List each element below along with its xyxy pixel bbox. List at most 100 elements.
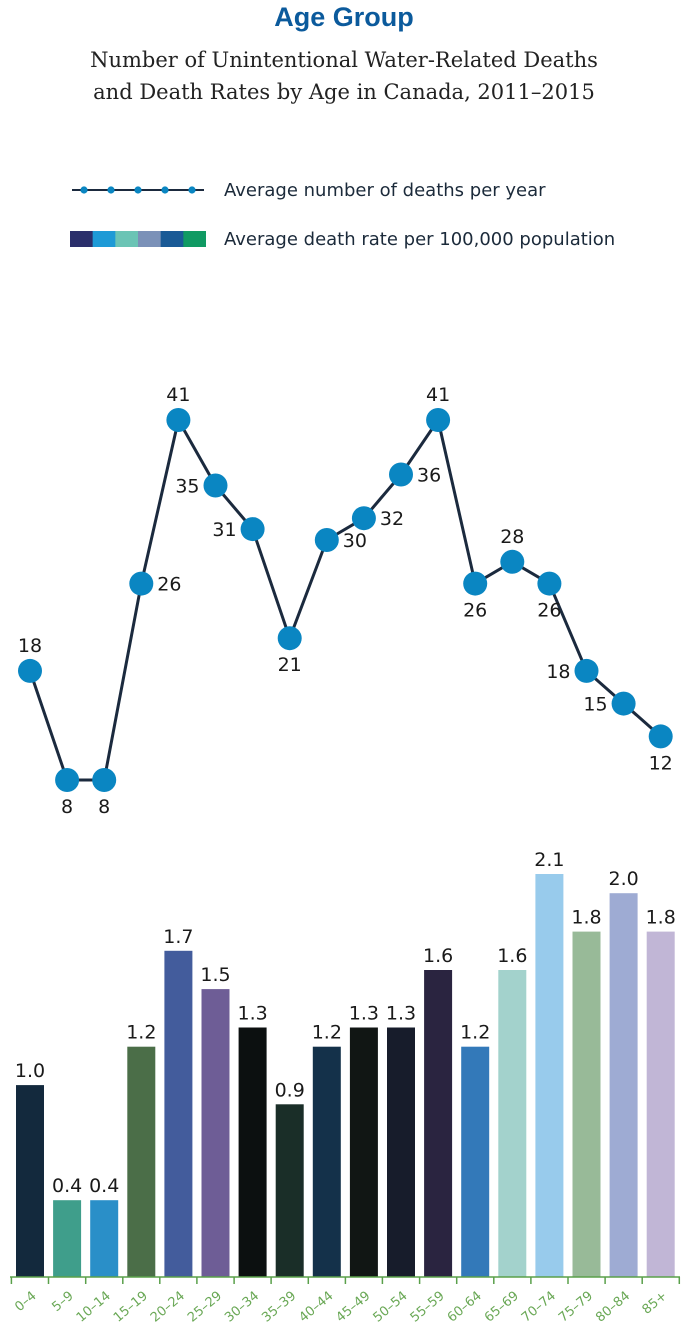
x-tick-label: 5–9 bbox=[49, 1289, 76, 1315]
rate-data-label: 1.7 bbox=[163, 926, 193, 948]
chart-title: Age Group bbox=[274, 2, 414, 32]
rate-data-label: 1.3 bbox=[386, 1003, 416, 1025]
rate-data-label: 1.2 bbox=[312, 1022, 342, 1044]
deaths-point bbox=[240, 517, 265, 542]
deaths-data-label: 30 bbox=[343, 530, 367, 552]
deaths-point bbox=[351, 506, 376, 531]
legend-label-deaths: Average number of deaths per year bbox=[224, 179, 546, 201]
rate-data-label: 0.9 bbox=[275, 1079, 305, 1101]
deaths-point bbox=[537, 571, 562, 596]
deaths-data-label: 8 bbox=[98, 796, 110, 818]
deaths-line bbox=[28, 418, 662, 782]
legend-line-swatch bbox=[72, 186, 204, 194]
legend-bar-swatch bbox=[70, 231, 206, 247]
rate-data-label: 2.1 bbox=[534, 849, 564, 871]
deaths-point bbox=[314, 528, 339, 552]
rate-bar bbox=[535, 874, 564, 1277]
x-tick-label: 60–64 bbox=[445, 1289, 485, 1326]
deaths-point bbox=[55, 768, 80, 792]
x-tick-label: 85+ bbox=[640, 1289, 671, 1318]
rate-bar bbox=[461, 1046, 490, 1277]
deaths-data-label: 8 bbox=[61, 796, 73, 818]
rate-data-label: 1.8 bbox=[646, 907, 676, 929]
x-tick-label: 15–19 bbox=[111, 1289, 151, 1326]
rate-bar bbox=[164, 950, 193, 1277]
rate-bar bbox=[127, 1046, 156, 1277]
deaths-data-label: 32 bbox=[380, 508, 404, 530]
rate-data-label: 0.4 bbox=[52, 1175, 82, 1197]
x-tick-label: 70–74 bbox=[519, 1289, 559, 1326]
deaths-data-label: 41 bbox=[426, 384, 450, 406]
deaths-data-label: 35 bbox=[175, 476, 199, 498]
deaths-point bbox=[426, 408, 451, 432]
x-tick-label: 40–44 bbox=[296, 1289, 336, 1326]
x-tick-label: 20–24 bbox=[148, 1289, 188, 1326]
deaths-data-label: 18 bbox=[18, 635, 42, 657]
rate-data-label: 0.4 bbox=[89, 1175, 119, 1197]
deaths-point bbox=[389, 462, 413, 487]
rate-data-label: 1.2 bbox=[460, 1022, 490, 1044]
legend-swatch-block bbox=[183, 231, 206, 247]
deaths-point bbox=[574, 658, 599, 683]
deaths-data-label: 26 bbox=[157, 574, 181, 596]
deaths-data-label: 36 bbox=[417, 465, 441, 487]
rate-data-label: 1.3 bbox=[237, 1003, 267, 1025]
deaths-data-label: 18 bbox=[546, 661, 570, 683]
x-tick-label: 25–29 bbox=[185, 1289, 225, 1326]
deaths-data-label: 21 bbox=[278, 654, 302, 676]
rate-bar bbox=[201, 989, 230, 1277]
x-tick-label: 45–49 bbox=[333, 1289, 373, 1326]
legend-swatch-block bbox=[138, 231, 161, 247]
deaths-point bbox=[463, 571, 488, 596]
x-tick-label: 10–14 bbox=[74, 1289, 114, 1326]
deaths-point bbox=[500, 549, 525, 574]
deaths-data-label: 26 bbox=[463, 600, 487, 622]
rate-bar bbox=[572, 931, 601, 1277]
rate-bar bbox=[498, 970, 527, 1277]
deaths-data-label: 28 bbox=[500, 526, 524, 548]
rate-bar bbox=[53, 1200, 82, 1277]
rate-bar bbox=[646, 931, 675, 1277]
deaths-point bbox=[203, 473, 228, 498]
x-tick-label: 0–4 bbox=[12, 1289, 39, 1315]
x-tick-label: 35–39 bbox=[259, 1289, 299, 1326]
legend-label-rate: Average death rate per 100,000 populatio… bbox=[224, 228, 616, 250]
legend-swatch-block bbox=[115, 231, 139, 247]
legend-item-rate: Average death rate per 100,000 populatio… bbox=[70, 225, 615, 253]
x-tick-label: 50–54 bbox=[371, 1289, 411, 1326]
x-tick-label: 75–79 bbox=[556, 1289, 596, 1326]
rate-bar bbox=[312, 1046, 341, 1277]
subtitle-line-1: Number of Unintentional Water-Related De… bbox=[90, 48, 598, 72]
rate-data-label: 1.5 bbox=[200, 964, 230, 986]
deaths-data-label: 15 bbox=[583, 694, 607, 716]
deaths-data-label: 41 bbox=[166, 384, 190, 406]
rate-bar bbox=[387, 1027, 415, 1277]
rate-data-label: 1.3 bbox=[349, 1003, 379, 1025]
deaths-point bbox=[92, 768, 117, 792]
deaths-point bbox=[166, 408, 191, 432]
legend-swatch-block bbox=[70, 231, 93, 247]
deaths-data-label: 31 bbox=[212, 519, 236, 541]
x-tick-label: 30–34 bbox=[222, 1289, 262, 1326]
rate-bar bbox=[90, 1200, 119, 1277]
x-tick-label: 80–84 bbox=[593, 1289, 633, 1326]
rate-data-label: 1.2 bbox=[126, 1022, 156, 1044]
x-tick-label: 65–69 bbox=[482, 1289, 522, 1326]
legend-swatch-block bbox=[92, 231, 116, 247]
legend-swatch-block bbox=[160, 231, 184, 247]
legend-item-deaths: Average number of deaths per year bbox=[70, 176, 546, 204]
rate-bar bbox=[609, 893, 638, 1277]
rate-bar bbox=[16, 1085, 44, 1277]
deaths-point bbox=[648, 724, 673, 749]
rate-bar bbox=[349, 1027, 378, 1277]
rate-bar bbox=[424, 970, 453, 1277]
rate-data-label: 1.6 bbox=[497, 945, 527, 967]
deaths-point bbox=[18, 658, 42, 683]
deaths-data-label: 12 bbox=[649, 752, 673, 774]
deaths-data-label: 26 bbox=[537, 600, 561, 622]
rate-data-label: 2.0 bbox=[608, 868, 638, 890]
deaths-point bbox=[129, 571, 154, 596]
rate-bar bbox=[275, 1104, 304, 1277]
rate-bar bbox=[238, 1027, 267, 1277]
